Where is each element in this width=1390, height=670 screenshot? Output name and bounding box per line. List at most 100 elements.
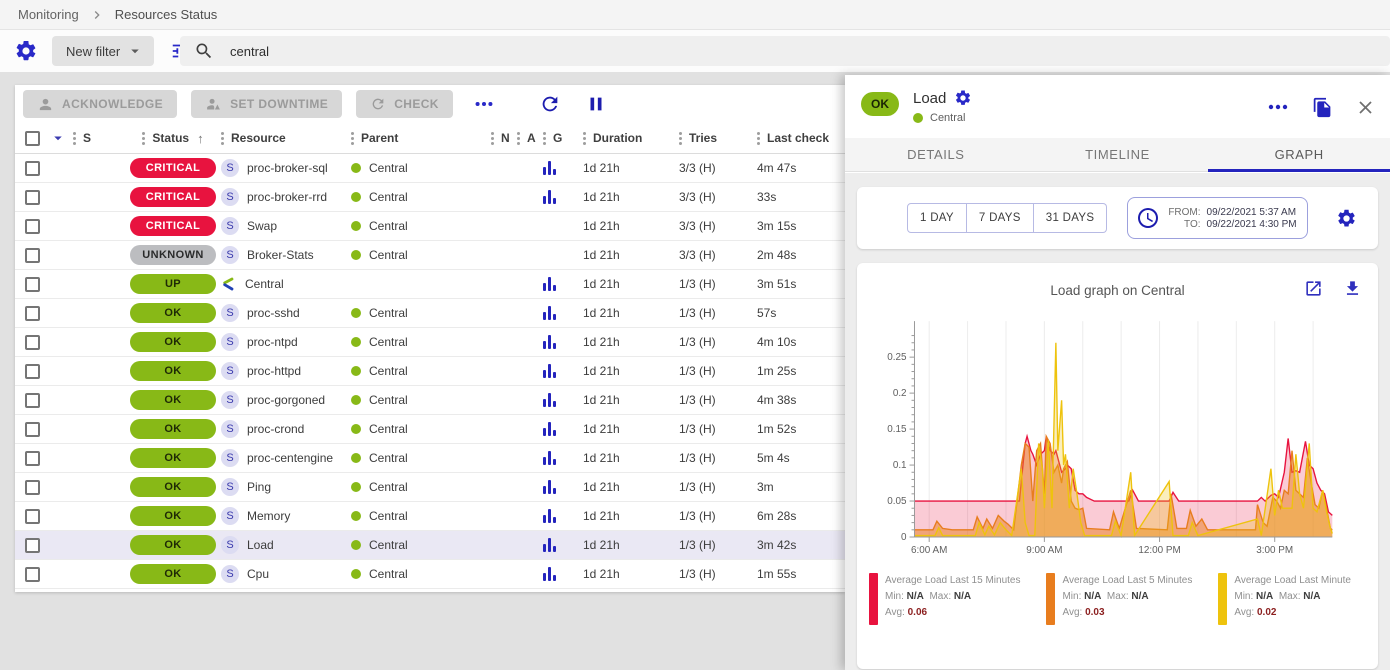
acknowledge-button[interactable]: ACKNOWLEDGE xyxy=(23,90,178,118)
parent-cell[interactable]: Central xyxy=(351,386,491,414)
drag-handle-icon[interactable] xyxy=(221,131,224,145)
parent-cell[interactable]: Central xyxy=(351,473,491,501)
sort-asc-icon[interactable]: ↑ xyxy=(197,130,204,146)
row-checkbox[interactable] xyxy=(24,450,40,466)
drag-handle-icon[interactable] xyxy=(142,131,146,145)
open-graph-in-new-button[interactable] xyxy=(1304,279,1323,298)
parent-cell[interactable]: Central xyxy=(351,328,491,356)
resource-cell[interactable]: S Ping xyxy=(221,473,351,501)
refresh-button[interactable] xyxy=(539,93,561,115)
set-downtime-button[interactable]: SET DOWNTIME xyxy=(191,90,343,118)
drag-handle-icon[interactable] xyxy=(583,131,586,145)
parent-cell[interactable] xyxy=(351,270,491,298)
parent-cell[interactable]: Central xyxy=(351,154,491,182)
column-header-s[interactable]: S xyxy=(73,123,125,153)
row-checkbox[interactable] xyxy=(24,160,40,176)
graph-chart-icon[interactable] xyxy=(543,480,556,494)
graph-settings-gear-icon[interactable] xyxy=(1336,208,1357,229)
drag-handle-icon[interactable] xyxy=(679,131,682,145)
row-checkbox[interactable] xyxy=(24,218,40,234)
panel-more-button[interactable] xyxy=(1266,95,1290,119)
column-header-g[interactable]: G xyxy=(543,123,583,153)
column-header-status[interactable]: Status ↑ xyxy=(125,123,221,153)
copy-link-button[interactable] xyxy=(1312,97,1333,118)
select-all-checkbox[interactable] xyxy=(24,130,40,146)
table-row[interactable]: UNKNOWN S Broker-Stats Central 1d 21h 3/3 (H)… xyxy=(15,241,845,270)
search-input[interactable] xyxy=(230,43,630,59)
drag-handle-icon[interactable] xyxy=(757,131,760,145)
row-checkbox[interactable] xyxy=(24,305,40,321)
panel-close-button[interactable] xyxy=(1355,97,1376,118)
time-range-button-7-days[interactable]: 7 DAYS xyxy=(966,203,1034,233)
graph-chart-icon[interactable] xyxy=(543,190,556,204)
more-actions-button[interactable] xyxy=(469,93,499,115)
load-graph[interactable]: 0 0.05 0.1 0.15 0.2 0.25 6:00 AM 9:00 AM 12:00 P… xyxy=(863,312,1378,569)
tab-graph[interactable]: GRAPH xyxy=(1208,138,1390,172)
parent-cell[interactable]: Central xyxy=(351,212,491,240)
parent-cell[interactable]: Central xyxy=(351,531,491,559)
drag-handle-icon[interactable] xyxy=(543,131,546,145)
time-range-button-31-days[interactable]: 31 DAYS xyxy=(1033,203,1108,233)
table-row[interactable]: UP Central 1d 21h 1/3 (H) 3m 51s xyxy=(15,270,845,299)
parent-cell[interactable]: Central xyxy=(351,560,491,588)
row-checkbox[interactable] xyxy=(24,363,40,379)
row-checkbox[interactable] xyxy=(24,247,40,263)
resource-cell[interactable]: S Swap xyxy=(221,212,351,240)
tab-details[interactable]: DETAILS xyxy=(907,147,965,162)
column-header-tries[interactable]: Tries xyxy=(679,123,757,153)
table-row[interactable]: OK S Memory Central 1d 21h 1/3 (H) 6m 28s xyxy=(15,502,845,531)
time-range-button-1-day[interactable]: 1 DAY xyxy=(907,203,967,233)
row-checkbox[interactable] xyxy=(24,508,40,524)
pause-autorefresh-button[interactable] xyxy=(585,93,607,115)
legend-item[interactable]: Average Load Last 5 Minutes Min: N/A Max:… xyxy=(1046,573,1192,625)
graph-chart-icon[interactable] xyxy=(543,306,556,320)
resource-cell[interactable]: S Broker-Stats xyxy=(221,241,351,269)
graph-chart-icon[interactable] xyxy=(543,364,556,378)
column-header-a[interactable]: A xyxy=(517,123,543,153)
parent-cell[interactable]: Central xyxy=(351,183,491,211)
date-range-picker[interactable]: FROM: 09/22/2021 5:37 AM TO: 09/22/2021 … xyxy=(1127,197,1308,239)
breadcrumb-item-resources-status[interactable]: Resources Status xyxy=(114,7,218,22)
graph-chart-icon[interactable] xyxy=(543,567,556,581)
row-checkbox[interactable] xyxy=(24,189,40,205)
drag-handle-icon[interactable] xyxy=(73,131,76,145)
parent-cell[interactable]: Central xyxy=(351,241,491,269)
row-checkbox[interactable] xyxy=(24,421,40,437)
table-row[interactable]: OK S Ping Central 1d 21h 1/3 (H) 3m xyxy=(15,473,845,502)
column-header-duration[interactable]: Duration xyxy=(583,123,679,153)
parent-cell[interactable]: Central xyxy=(351,415,491,443)
tab-timeline[interactable]: TIMELINE xyxy=(1085,147,1150,162)
breadcrumb-item-monitoring[interactable]: Monitoring xyxy=(18,7,79,22)
row-checkbox[interactable] xyxy=(24,334,40,350)
graph-chart-icon[interactable] xyxy=(543,277,556,291)
filter-settings-gear-icon[interactable] xyxy=(14,39,38,63)
graph-chart-icon[interactable] xyxy=(543,422,556,436)
graph-chart-icon[interactable] xyxy=(543,538,556,552)
search-box[interactable] xyxy=(180,36,1390,66)
parent-cell[interactable]: Central xyxy=(351,502,491,530)
new-filter-dropdown[interactable]: New filter xyxy=(52,36,155,66)
graph-chart-icon[interactable] xyxy=(543,509,556,523)
row-checkbox[interactable] xyxy=(24,566,40,582)
export-graph-button[interactable] xyxy=(1343,279,1362,298)
parent-cell[interactable]: Central xyxy=(351,299,491,327)
resource-cell[interactable]: Central xyxy=(221,270,351,298)
column-header-parent[interactable]: Parent xyxy=(351,123,491,153)
row-checkbox[interactable] xyxy=(24,479,40,495)
row-checkbox[interactable] xyxy=(24,537,40,553)
table-row[interactable]: CRITICAL S Swap Central 1d 21h 3/3 (H) 3m 15s xyxy=(15,212,845,241)
parent-cell[interactable]: Central xyxy=(351,357,491,385)
